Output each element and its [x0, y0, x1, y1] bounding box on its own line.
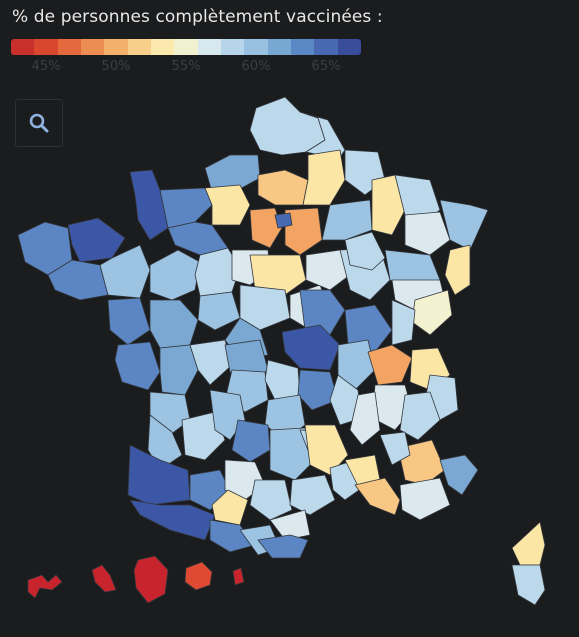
- department[interactable]: [189, 339, 233, 386]
- department[interactable]: [344, 304, 393, 353]
- legend-swatch: [174, 39, 198, 55]
- legend-swatch: [337, 39, 361, 55]
- department[interactable]: [354, 477, 401, 516]
- legend-swatch: [80, 39, 105, 55]
- department[interactable]: [397, 439, 446, 486]
- department[interactable]: [249, 254, 307, 296]
- department[interactable]: [232, 567, 245, 586]
- department[interactable]: [133, 555, 169, 604]
- legend-swatch: [150, 39, 175, 55]
- department[interactable]: [302, 149, 346, 206]
- department[interactable]: [257, 534, 309, 559]
- department[interactable]: [249, 96, 326, 156]
- legend-swatch: [11, 39, 35, 55]
- department[interactable]: [281, 324, 341, 371]
- department[interactable]: [184, 561, 213, 591]
- department[interactable]: [299, 289, 346, 336]
- department[interactable]: [209, 519, 256, 553]
- department[interactable]: [321, 199, 373, 241]
- department[interactable]: [159, 187, 213, 229]
- department[interactable]: [367, 344, 413, 386]
- legend-swatch: [197, 39, 221, 55]
- department[interactable]: [439, 199, 489, 251]
- department[interactable]: [107, 297, 151, 346]
- color-scale-bar: [11, 39, 361, 55]
- department[interactable]: [289, 474, 336, 516]
- department[interactable]: [297, 369, 339, 411]
- legend-swatch: [244, 39, 268, 55]
- legend-swatch: [290, 39, 315, 55]
- legend-swatch: [267, 39, 291, 55]
- legend-tick-55: 55%: [171, 59, 201, 74]
- department[interactable]: [399, 391, 441, 441]
- legend-swatch: [34, 39, 58, 55]
- legend-swatch: [220, 39, 245, 55]
- department[interactable]: [149, 299, 199, 349]
- department[interactable]: [391, 299, 416, 346]
- legend-tick-50: 50%: [101, 59, 131, 74]
- department[interactable]: [197, 291, 241, 331]
- legend-title: % de personnes complètement vaccinées :: [12, 7, 383, 27]
- department[interactable]: [211, 489, 249, 526]
- legend-tick-65: 65%: [311, 59, 341, 74]
- department[interactable]: [239, 284, 291, 331]
- department[interactable]: [257, 169, 309, 206]
- department[interactable]: [349, 391, 381, 446]
- department[interactable]: [269, 427, 316, 481]
- department[interactable]: [305, 249, 351, 291]
- department[interactable]: [231, 419, 271, 463]
- department[interactable]: [264, 359, 301, 401]
- legend-swatch: [127, 39, 151, 55]
- department[interactable]: [149, 249, 201, 301]
- department[interactable]: [439, 454, 479, 496]
- department[interactable]: [249, 207, 283, 249]
- legend-swatch: [314, 39, 338, 55]
- department[interactable]: [147, 414, 183, 471]
- department[interactable]: [114, 341, 161, 391]
- legend-swatch: [104, 39, 128, 55]
- department[interactable]: [404, 211, 451, 256]
- legend-tick-60: 60%: [241, 59, 271, 74]
- department[interactable]: [399, 477, 451, 521]
- department[interactable]: [269, 509, 311, 541]
- department[interactable]: [91, 564, 117, 593]
- department[interactable]: [344, 231, 386, 271]
- department[interactable]: [204, 184, 251, 226]
- department[interactable]: [337, 339, 376, 391]
- legend-tick-45: 45%: [31, 59, 61, 74]
- department[interactable]: [379, 431, 411, 466]
- department[interactable]: [27, 574, 63, 599]
- department[interactable]: [511, 564, 546, 606]
- department[interactable]: [67, 217, 126, 263]
- department[interactable]: [371, 174, 406, 236]
- department[interactable]: [249, 479, 293, 521]
- department[interactable]: [284, 207, 323, 256]
- department[interactable]: [511, 521, 546, 566]
- search-button[interactable]: [15, 99, 63, 147]
- department[interactable]: [129, 169, 169, 241]
- department[interactable]: [274, 212, 293, 229]
- search-icon: [29, 113, 49, 133]
- department[interactable]: [444, 244, 471, 296]
- legend-swatch: [57, 39, 81, 55]
